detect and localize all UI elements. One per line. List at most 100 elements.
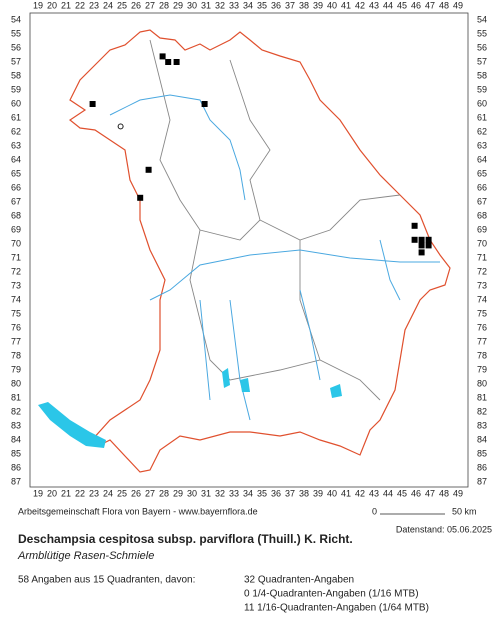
column-label: 25 bbox=[117, 0, 127, 10]
row-label: 57 bbox=[11, 56, 21, 66]
row-label: 82 bbox=[11, 406, 21, 416]
row-label: 83 bbox=[11, 420, 21, 430]
row-label: 58 bbox=[11, 70, 21, 80]
row-label: 78 bbox=[477, 350, 487, 360]
column-label: 29 bbox=[173, 0, 183, 10]
column-label: 37 bbox=[285, 488, 295, 498]
row-label: 83 bbox=[477, 420, 487, 430]
count-line: 11 1/16-Quadranten-Angaben (1/64 MTB) bbox=[244, 603, 429, 614]
row-label: 66 bbox=[11, 182, 21, 192]
column-label: 19 bbox=[33, 0, 43, 10]
row-label: 55 bbox=[11, 28, 21, 38]
row-label: 58 bbox=[477, 70, 487, 80]
column-label: 33 bbox=[229, 488, 239, 498]
row-label: 77 bbox=[11, 336, 21, 346]
row-label: 69 bbox=[11, 224, 21, 234]
river bbox=[109, 94, 440, 421]
record bbox=[165, 59, 172, 65]
row-label: 59 bbox=[477, 84, 487, 94]
record bbox=[89, 101, 96, 107]
row-label: 79 bbox=[11, 364, 21, 374]
row-label: 68 bbox=[477, 210, 487, 220]
scale-end: 50 km bbox=[452, 506, 477, 516]
column-label: 23 bbox=[89, 488, 99, 498]
row-label: 80 bbox=[11, 378, 21, 388]
column-label: 21 bbox=[61, 488, 71, 498]
row-label: 80 bbox=[477, 378, 487, 388]
row-label: 86 bbox=[477, 462, 487, 472]
summary: 58 Angaben aus 15 Quadranten, davon: bbox=[18, 575, 195, 586]
row-label: 60 bbox=[477, 98, 487, 108]
map-frame bbox=[29, 12, 469, 488]
row-label: 64 bbox=[477, 154, 487, 164]
record bbox=[418, 236, 425, 243]
scale-start: 0 bbox=[372, 506, 377, 516]
record bbox=[201, 101, 208, 107]
row-label: 79 bbox=[477, 364, 487, 374]
column-label: 43 bbox=[369, 0, 379, 10]
column-label: 30 bbox=[187, 0, 197, 10]
column-label: 24 bbox=[103, 0, 113, 10]
column-label: 23 bbox=[89, 0, 99, 10]
column-label: 46 bbox=[411, 0, 421, 10]
row-label: 56 bbox=[11, 42, 21, 52]
column-label: 42 bbox=[355, 0, 365, 10]
column-label: 36 bbox=[271, 0, 281, 10]
record bbox=[411, 236, 418, 243]
column-label: 40 bbox=[327, 0, 337, 10]
row-label: 57 bbox=[477, 56, 487, 66]
column-label: 22 bbox=[75, 0, 85, 10]
row-label: 73 bbox=[477, 280, 487, 290]
column-label: 47 bbox=[425, 488, 435, 498]
row-label: 65 bbox=[11, 168, 21, 178]
row-label: 82 bbox=[477, 406, 487, 416]
column-label: 44 bbox=[383, 0, 393, 10]
row-label: 64 bbox=[11, 154, 21, 164]
row-label: 81 bbox=[11, 392, 21, 402]
column-label: 19 bbox=[33, 488, 43, 498]
row-label: 71 bbox=[11, 252, 21, 262]
row-label: 81 bbox=[477, 392, 487, 402]
column-label: 42 bbox=[355, 488, 365, 498]
record bbox=[137, 194, 144, 201]
record bbox=[411, 222, 418, 229]
row-label: 74 bbox=[11, 294, 21, 304]
column-label: 28 bbox=[159, 0, 169, 10]
record bbox=[145, 166, 152, 173]
row-label: 56 bbox=[477, 42, 487, 52]
column-label: 26 bbox=[131, 0, 141, 10]
column-label: 48 bbox=[439, 488, 449, 498]
column-label: 39 bbox=[313, 488, 323, 498]
row-label: 54 bbox=[11, 14, 21, 24]
row-label: 65 bbox=[477, 168, 487, 178]
common-name: Armblütige Rasen-Schmiele bbox=[17, 550, 154, 562]
row-label: 61 bbox=[11, 112, 21, 122]
row-label: 85 bbox=[477, 448, 487, 458]
row-label: 76 bbox=[477, 322, 487, 332]
row-label: 75 bbox=[477, 308, 487, 318]
column-label: 34 bbox=[243, 0, 253, 10]
row-label: 71 bbox=[477, 252, 487, 262]
count-line: 0 1/4-Quadranten-Angaben (1/16 MTB) bbox=[244, 589, 419, 600]
column-label: 22 bbox=[75, 488, 85, 498]
column-label: 35 bbox=[257, 488, 267, 498]
count-line: 32 Quadranten-Angaben bbox=[244, 575, 354, 586]
column-label: 20 bbox=[47, 488, 57, 498]
column-label: 39 bbox=[313, 0, 323, 10]
row-label: 72 bbox=[11, 266, 21, 276]
column-label: 38 bbox=[299, 488, 309, 498]
record bbox=[159, 53, 166, 60]
column-label: 49 bbox=[453, 0, 463, 10]
row-label: 67 bbox=[477, 196, 487, 206]
column-label: 27 bbox=[145, 0, 155, 10]
district-border bbox=[149, 39, 401, 401]
column-label: 40 bbox=[327, 488, 337, 498]
column-label: 36 bbox=[271, 488, 281, 498]
row-label: 63 bbox=[477, 140, 487, 150]
row-label: 70 bbox=[477, 238, 487, 248]
column-label: 24 bbox=[103, 488, 113, 498]
column-label: 20 bbox=[47, 0, 57, 10]
row-label: 69 bbox=[477, 224, 487, 234]
